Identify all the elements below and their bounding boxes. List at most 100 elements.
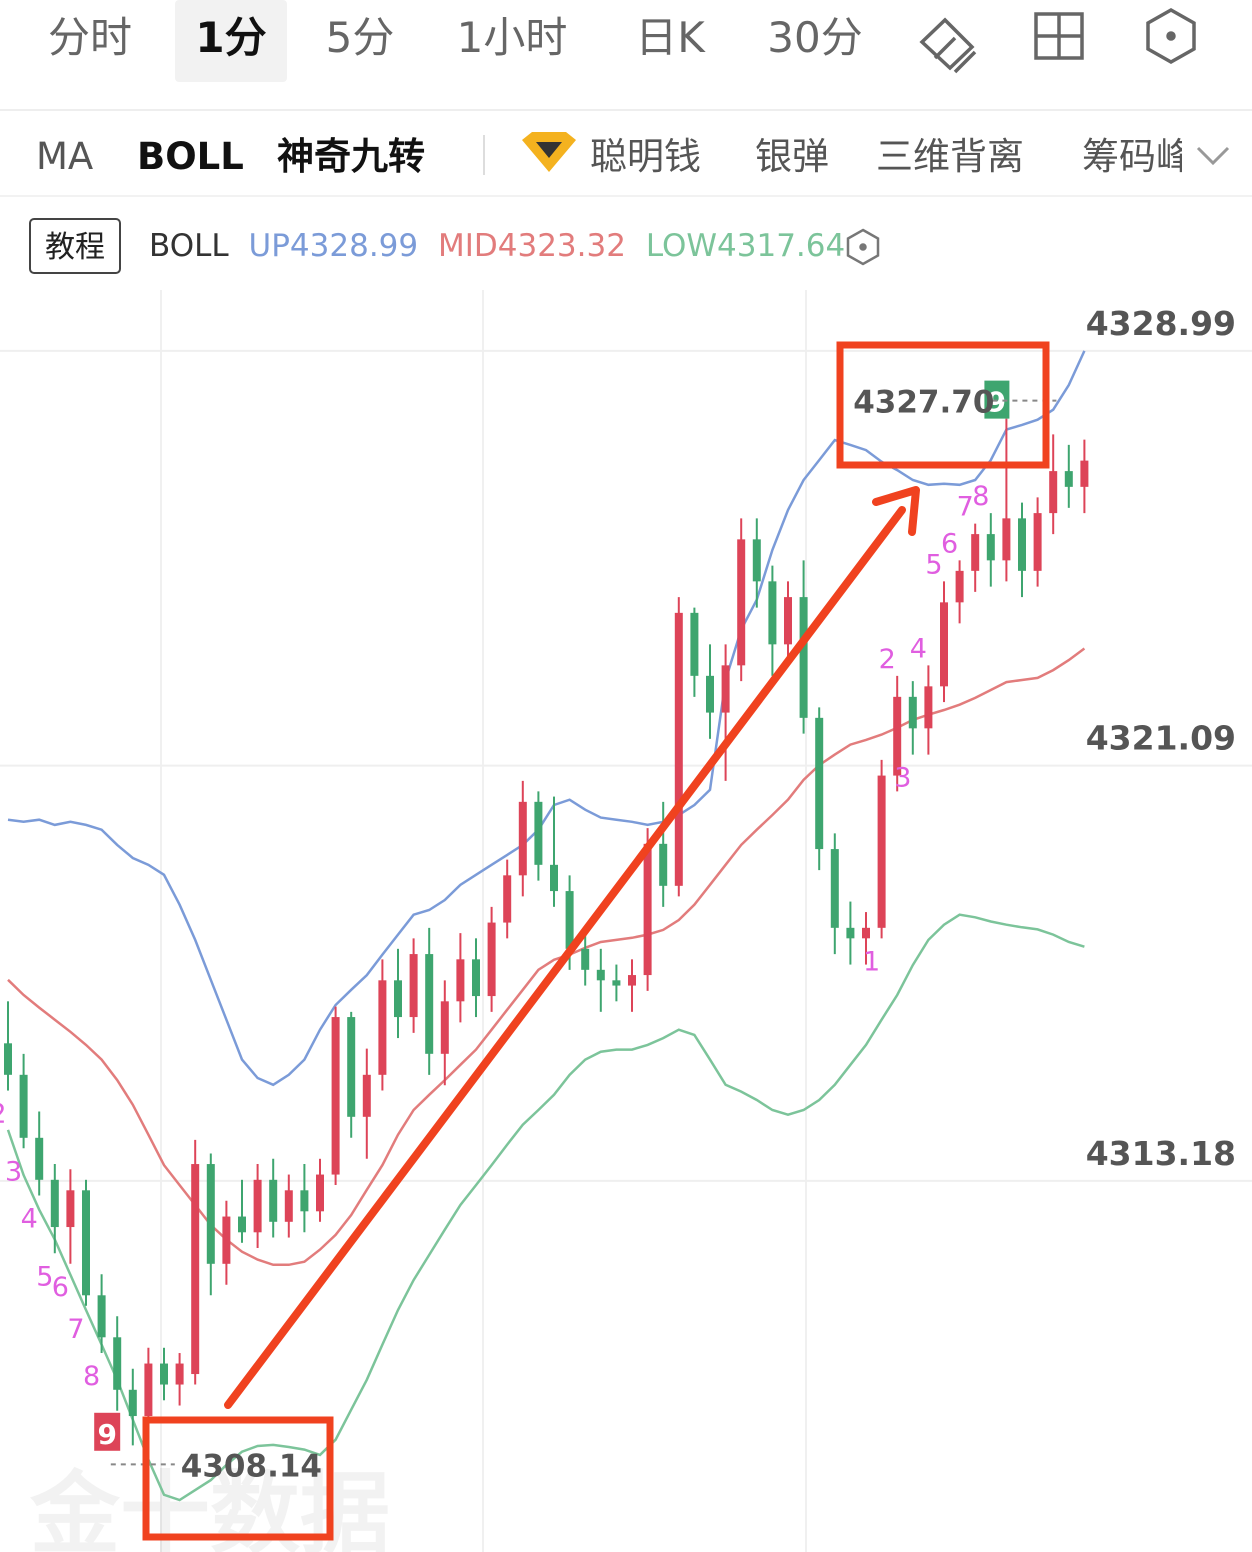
candle-body [456,959,465,1002]
active-tab-bg [175,0,287,82]
indicator-tab[interactable]: 三维背离 [876,135,1024,178]
candle-body [284,1190,293,1222]
td-count: 9 [97,1418,116,1451]
y-tick-label: 4313.18 [1086,1134,1236,1173]
td-count: 6 [941,528,958,559]
candle-body [253,1179,262,1233]
candle-body [784,597,792,645]
indicator-tab[interactable]: 聪明钱 [590,135,701,178]
candle-body [862,927,870,939]
candle-body [347,1017,356,1117]
candle-body [721,665,730,713]
candle-body [690,612,699,676]
candle-body [440,1001,449,1054]
candle-body [35,1137,44,1180]
boll-line [7,647,1086,1267]
candle-body [612,980,621,986]
candle-body [955,570,964,603]
candle-body [1049,471,1058,514]
clip: 筹码峰 [1082,135,1193,178]
v-grid [160,290,807,1552]
period-tab[interactable]: 1分 [195,13,266,62]
candle-body [175,1363,184,1385]
candle-body [82,1190,90,1296]
legend-value: 4323.32 [498,228,626,264]
expand-icon[interactable] [1196,146,1230,166]
indicator-tab[interactable]: 银弹 [755,135,829,178]
td-count: 3 [894,763,911,794]
td-count: 1 [863,946,880,977]
candle-body [768,581,777,645]
candle-body [752,539,761,582]
candle-body [893,696,902,776]
candle-body [565,891,574,949]
candle-body [924,686,933,729]
candle-body [66,1190,75,1228]
candle-body [971,534,980,571]
candle-body [1080,460,1089,487]
legend-title: BOLL [149,228,229,264]
label-bg [866,378,985,421]
candle-body [191,1164,200,1375]
candle-body [518,801,527,876]
candle-body [425,954,434,1054]
td-count: 4 [21,1204,38,1235]
candle-body [643,843,652,976]
candle-body [394,980,402,1018]
td-count: 4 [910,633,927,664]
td-count: 7 [67,1314,84,1345]
candle-body [550,864,558,892]
candle-body [362,1074,371,1117]
candle-body [1033,513,1042,571]
candle-body [986,534,995,561]
td-count: 6 [52,1272,69,1303]
draw-tool-icon[interactable] [919,17,977,74]
period-tab[interactable]: 30分 [767,13,862,62]
candle-body [316,1174,324,1212]
td-count: 8 [972,481,989,512]
td-count: 9 [987,386,1006,419]
td-count: 3 [5,1156,22,1187]
legend-name: UP [249,228,290,264]
candle-body [222,1216,231,1264]
candle-body [487,922,496,997]
tutorial-button-bg[interactable] [29,218,121,274]
candle-body [908,696,917,729]
indicator-tab[interactable]: 神奇九转 [277,135,425,178]
candle-body [378,980,387,1075]
tutorial-button[interactable]: 教程 [45,230,105,265]
candle-body [144,1363,153,1417]
td-count: 8 [83,1361,100,1392]
td-count: 5 [925,549,942,580]
y-tick-label: 4321.09 [1086,719,1236,758]
candle-body [815,717,824,850]
period-tab[interactable]: 5分 [326,13,395,62]
settings-icon[interactable] [1146,7,1196,65]
candle-body [269,1179,278,1222]
candle-body [674,612,683,886]
y-tick-label: 4328.99 [1086,304,1236,343]
candle-body [300,1190,309,1212]
candle-body [128,1389,137,1417]
period-tab[interactable]: 1小时 [457,13,568,62]
candle-body [19,1074,28,1138]
period-tab[interactable]: 分时 [48,13,132,62]
indicator-tab[interactable]: 筹码峰 [1082,135,1193,178]
candle-body [940,602,948,687]
period-tab[interactable]: 日K [635,13,706,62]
candle-body [737,539,746,666]
indicator-tab[interactable]: BOLL [137,135,244,178]
candle-body [628,975,636,986]
highlight-boxes [142,341,1050,1541]
indicator-tab[interactable]: MA [36,135,93,178]
candle-body [503,875,512,923]
candle-body [596,969,605,981]
legend-settings-icon[interactable] [846,228,880,266]
low-label: 4308.14 [181,1448,322,1484]
layout-icon[interactable] [1034,12,1084,60]
boll-legend: BOLL UP4328.99 MID4323.32 LOW4317.64 [149,228,845,264]
td-nine-box [94,1412,121,1451]
candle-body [472,959,480,997]
